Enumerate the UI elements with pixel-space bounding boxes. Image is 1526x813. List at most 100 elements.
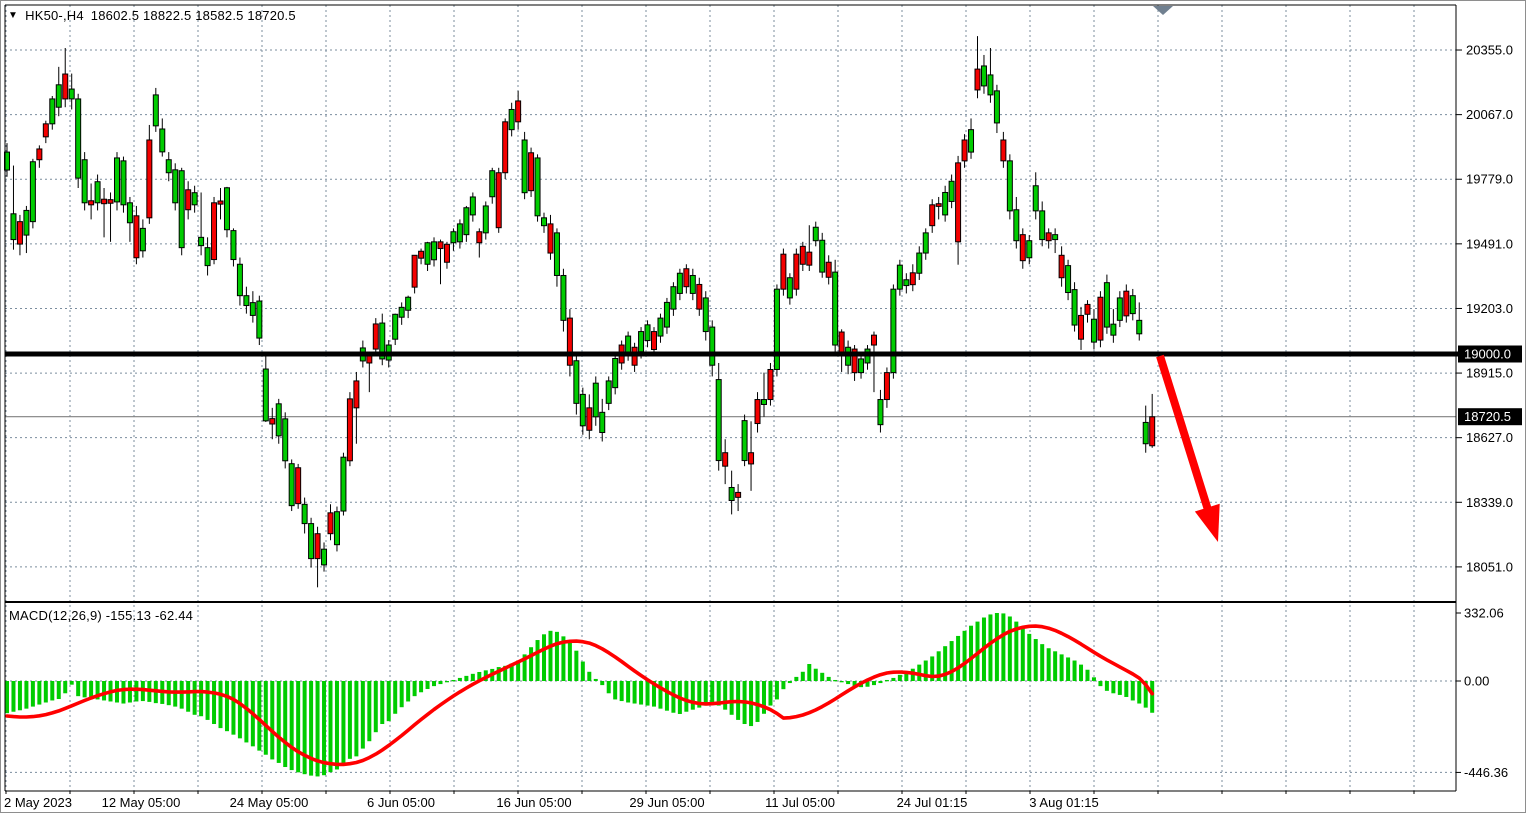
price-axis[interactable]: 20355.0 20067.0 19779.0 19491.0 19203.0 18915… xyxy=(1456,43,1522,780)
time-axis[interactable]: 2 May 2023 12 May 05:00 24 May 05:00 6 Jun … xyxy=(4,791,1415,810)
price-tick-label: 19779.0 xyxy=(1466,172,1513,187)
candle-body xyxy=(1110,323,1117,336)
candle-body xyxy=(968,129,975,153)
macd-bar xyxy=(956,635,961,681)
candle-body xyxy=(651,331,657,351)
candle-body xyxy=(644,324,651,342)
macd-bar xyxy=(703,681,708,706)
macd-bar xyxy=(444,681,449,683)
macd-bar xyxy=(949,641,954,681)
candlestick-series xyxy=(4,36,1156,588)
macd-bar xyxy=(43,681,48,703)
macd-bar xyxy=(761,681,766,714)
macd-bar xyxy=(464,675,469,681)
macd-bar xyxy=(522,654,527,681)
candle-body xyxy=(346,398,353,462)
quote-ohlc-values: 18602.5 18822.5 18582.5 18720.5 xyxy=(90,8,296,23)
candle-body xyxy=(825,261,832,278)
candle-body xyxy=(1019,234,1026,262)
macd-bar xyxy=(179,681,184,709)
price-highlight-box xyxy=(1458,408,1522,426)
macd-bar xyxy=(218,681,223,729)
candle-body xyxy=(799,245,806,265)
candle-body xyxy=(456,223,463,243)
macd-bar xyxy=(1104,681,1109,691)
macd-bar xyxy=(412,681,417,697)
candle-body xyxy=(333,511,340,546)
symbol-dropdown-icon[interactable]: ▼ xyxy=(8,9,19,21)
candle-body xyxy=(94,181,101,204)
candle-body xyxy=(657,317,664,337)
macd-bar xyxy=(127,681,132,703)
chart-shift-marker[interactable] xyxy=(1153,6,1173,15)
time-tick-label: 24 May 05:00 xyxy=(230,795,309,810)
macd-bar xyxy=(451,679,456,682)
macd-bar xyxy=(923,660,928,681)
macd-bar xyxy=(969,625,974,681)
candle-body xyxy=(1142,421,1149,445)
candle-body xyxy=(573,360,580,404)
candle-body xyxy=(29,161,36,223)
quote-bar[interactable]: ▼ HK50-,H4 18602.5 18822.5 18582.5 18720… xyxy=(8,8,296,23)
macd-bar xyxy=(1137,681,1142,704)
macd-bar xyxy=(334,681,339,770)
macd-bar xyxy=(322,681,327,776)
candle-body xyxy=(955,162,962,243)
candle-body xyxy=(217,200,224,205)
candle-body xyxy=(922,232,929,254)
candle-body xyxy=(204,247,211,267)
macd-bar xyxy=(542,634,547,681)
candle-body xyxy=(23,209,30,236)
candle-body xyxy=(1129,295,1136,315)
macd-bar xyxy=(1079,664,1084,681)
macd-bar xyxy=(276,681,281,763)
macd-tick-label: -446.36 xyxy=(1464,765,1508,780)
candle-body xyxy=(431,241,438,261)
candle-body xyxy=(1149,416,1156,447)
candle-body xyxy=(327,512,334,535)
candle-body xyxy=(993,90,1000,124)
candle-body xyxy=(767,368,774,401)
macd-bar xyxy=(496,667,501,681)
candle-body xyxy=(437,241,444,250)
price-tick-label: 19203.0 xyxy=(1466,301,1513,316)
candle-body xyxy=(165,159,172,174)
candle-body xyxy=(411,254,418,288)
macd-bar xyxy=(360,681,365,749)
macd-bar xyxy=(425,681,430,689)
candle-body xyxy=(754,399,761,425)
candle-body xyxy=(372,323,379,350)
candle-body xyxy=(49,98,56,125)
candle-body xyxy=(1032,185,1039,212)
macd-bar xyxy=(1020,627,1025,681)
candle-body xyxy=(515,100,522,123)
macd-bar xyxy=(884,679,889,682)
panel-separator[interactable] xyxy=(5,601,1456,603)
macd-bar xyxy=(438,681,443,685)
candle-body xyxy=(1090,318,1097,343)
candle-body xyxy=(980,65,987,87)
macd-bar xyxy=(839,681,844,683)
candle-body xyxy=(832,271,839,346)
candle-body xyxy=(1052,234,1059,241)
macd-bar xyxy=(509,663,514,681)
macd-bar xyxy=(554,631,559,681)
time-tick-label: 12 May 05:00 xyxy=(102,795,181,810)
candle-body xyxy=(1078,314,1085,340)
trend-arrow-head[interactable] xyxy=(1194,503,1220,542)
macd-bar xyxy=(787,681,792,684)
macd-bar xyxy=(89,681,94,699)
candle-body xyxy=(185,189,192,211)
macd-bar xyxy=(212,681,217,725)
candle-body xyxy=(120,160,127,206)
macd-bar xyxy=(820,672,825,681)
candle-body xyxy=(68,88,75,100)
macd-bar xyxy=(774,681,779,700)
macd-bar xyxy=(794,676,799,681)
candle-body xyxy=(191,192,198,206)
macd-bar xyxy=(1053,651,1058,681)
macd-bar xyxy=(289,681,294,771)
candle-body xyxy=(424,242,431,265)
trend-arrow-shaft[interactable] xyxy=(1156,354,1213,515)
